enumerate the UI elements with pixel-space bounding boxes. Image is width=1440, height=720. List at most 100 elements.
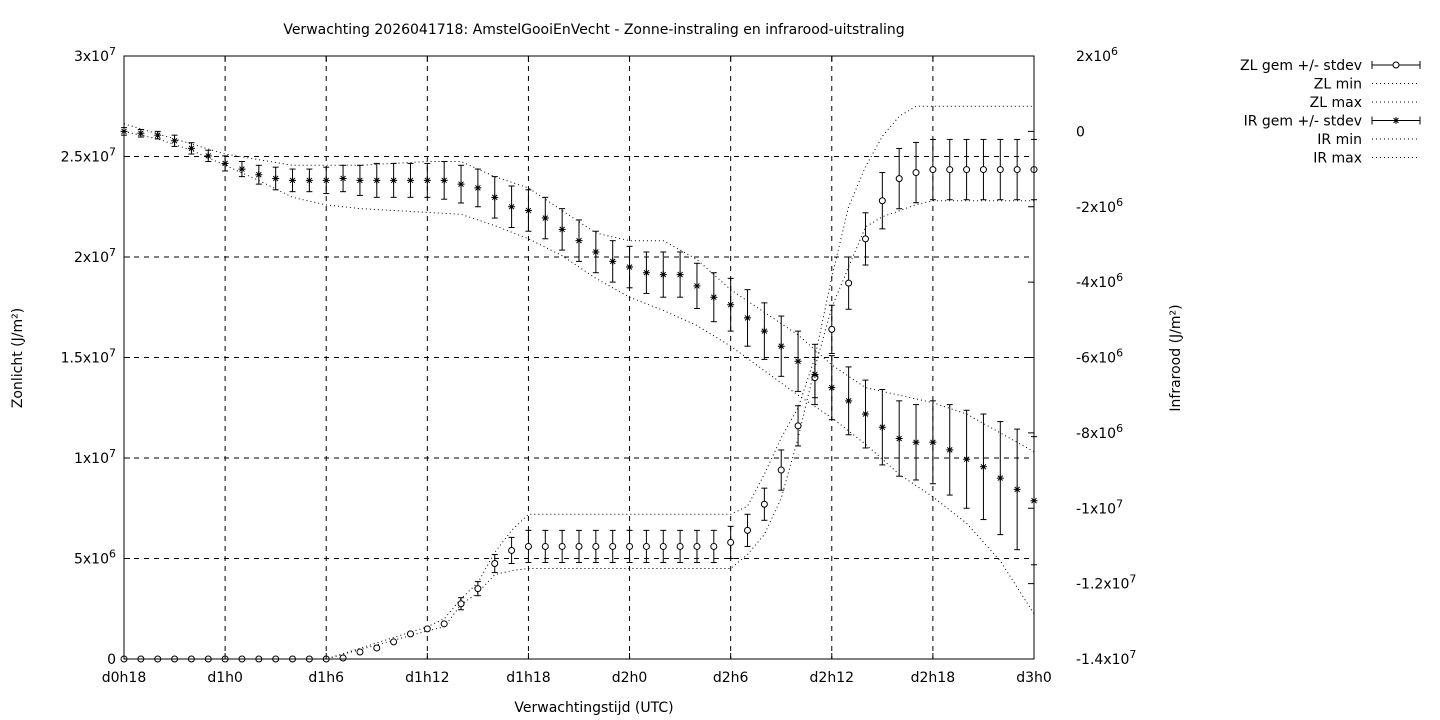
series-layer <box>120 105 1038 663</box>
ir-mean-point <box>609 257 617 265</box>
zl-mean-point <box>828 325 836 333</box>
x-tick-label: d1h12 <box>405 670 449 686</box>
zl-mean-point <box>491 560 499 568</box>
ir-mean-point <box>794 357 802 365</box>
ir-mean-point <box>760 327 768 335</box>
y-axis-left-label: Zonlicht (J/m²) <box>10 308 26 408</box>
ir-mean-point <box>524 207 532 215</box>
zl-mean-point <box>1013 166 1021 174</box>
zl-mean-point <box>676 542 684 550</box>
ir-mean-point <box>626 263 634 271</box>
ir-mean-point <box>221 159 229 167</box>
x-tick-label: d1h0 <box>207 670 243 686</box>
y-left-tick-label: 0 <box>107 652 116 668</box>
zl-mean-point <box>996 166 1004 174</box>
zl-mean-point <box>727 538 735 546</box>
ir-mean-point <box>929 438 937 446</box>
ir-mean-point <box>710 293 718 301</box>
zl-mean-point <box>642 542 650 550</box>
zl-mean-point <box>406 630 414 638</box>
y-left-tick-label: 1.5x107 <box>61 347 116 367</box>
ir-mean-point <box>558 225 566 233</box>
ir-mean-point <box>238 165 246 173</box>
zl-mean-point <box>878 197 886 205</box>
zl-mean-point <box>457 600 465 608</box>
ir-mean-point <box>541 214 549 222</box>
grid-lines <box>124 56 1034 659</box>
legend-label-zl-mean: ZL gem +/- stdev <box>1240 58 1362 74</box>
legend-label-ir-mean: IR gem +/- stdev <box>1244 114 1362 130</box>
zl-mean-point <box>710 542 718 550</box>
ir-mean-point <box>272 174 280 182</box>
zl-mean-point <box>575 542 583 550</box>
ir-mean-point <box>137 129 145 137</box>
legend-label-ir-min: IR min <box>1317 132 1362 148</box>
ir-mean-point <box>356 176 364 184</box>
ir-mean-point <box>154 131 162 139</box>
y-left-tick-label: 1x107 <box>74 447 116 467</box>
ir-mean-point <box>406 176 414 184</box>
ir-mean-point <box>474 184 482 192</box>
zl-mean-point <box>693 542 701 550</box>
ir-mean-point <box>305 176 313 184</box>
legend-label-zl-min: ZL min <box>1314 77 1362 93</box>
zl-mean-point <box>963 166 971 174</box>
y-right-tick-label: -1.2x107 <box>1076 573 1136 593</box>
zl-mean-point <box>390 638 398 646</box>
x-tick-label: d1h18 <box>506 670 550 686</box>
x-tick-label: d2h12 <box>810 670 854 686</box>
legend-label-ir-max: IR max <box>1313 151 1362 167</box>
zl-mean-point <box>373 644 381 652</box>
ir-mean-point <box>423 176 431 184</box>
ir-mean-point <box>204 152 212 160</box>
ir-mean-point <box>187 144 195 152</box>
zl-mean-point <box>979 166 987 174</box>
ir-mean-point <box>592 248 600 256</box>
zl-mean-point <box>777 466 785 474</box>
ir-mean-point <box>373 176 381 184</box>
ir-mean-point <box>845 397 853 405</box>
ir-mean-point <box>744 314 752 322</box>
zl-mean-point <box>626 542 634 550</box>
zl-mean-point <box>440 620 448 628</box>
y-axis-right-label: Infrarood (J/m²) <box>1168 304 1184 411</box>
ir-mean-point <box>440 176 448 184</box>
zl-mean-point <box>861 235 869 243</box>
ir-mean-point <box>255 171 263 179</box>
zl-mean-point <box>744 526 752 534</box>
chart-title: Verwachting 2026041718: AmstelGooiEnVech… <box>283 22 904 38</box>
ir-mean-point <box>828 384 836 392</box>
zl-mean-point <box>929 166 937 174</box>
ir-mean-point <box>878 423 886 431</box>
ir-mean-point <box>912 438 920 446</box>
y-left-tick-label: 2.5x107 <box>61 146 116 166</box>
ir-mean-point <box>1013 485 1021 493</box>
ir-mean-point <box>575 237 583 245</box>
legend-marker-circle <box>1392 61 1400 69</box>
ir-mean-point <box>390 176 398 184</box>
y-right-tick-label: -8x106 <box>1076 422 1123 442</box>
ir-mean-point <box>491 193 499 201</box>
zl-mean-point <box>558 542 566 550</box>
ir-mean-point <box>996 474 1004 482</box>
zl-mean-point <box>946 166 954 174</box>
zl-mean-point <box>508 546 516 554</box>
ir-mean-point <box>946 446 954 454</box>
ir-mean-point <box>289 176 297 184</box>
ir-mean-point <box>457 180 465 188</box>
ir-mean-point <box>777 342 785 350</box>
ir-mean-point <box>322 176 330 184</box>
zl-mean-point <box>541 542 549 550</box>
ir-mean-point <box>676 271 684 279</box>
y-right-tick-label: -1x107 <box>1076 497 1123 517</box>
x-tick-label: d2h6 <box>713 670 749 686</box>
legend: ZL gem +/- stdev ZL min ZL max IR gem +/- s… <box>1240 58 1421 167</box>
y-left-tick-label: 2x107 <box>74 246 116 266</box>
ir-mean-point <box>861 410 869 418</box>
x-tick-label: d2h18 <box>911 670 955 686</box>
ir-mean-point <box>963 455 971 463</box>
zl-mean-point <box>356 648 364 656</box>
y-left-tick-label: 5x106 <box>74 548 116 568</box>
y-right-tick-label: -4x106 <box>1076 271 1123 291</box>
